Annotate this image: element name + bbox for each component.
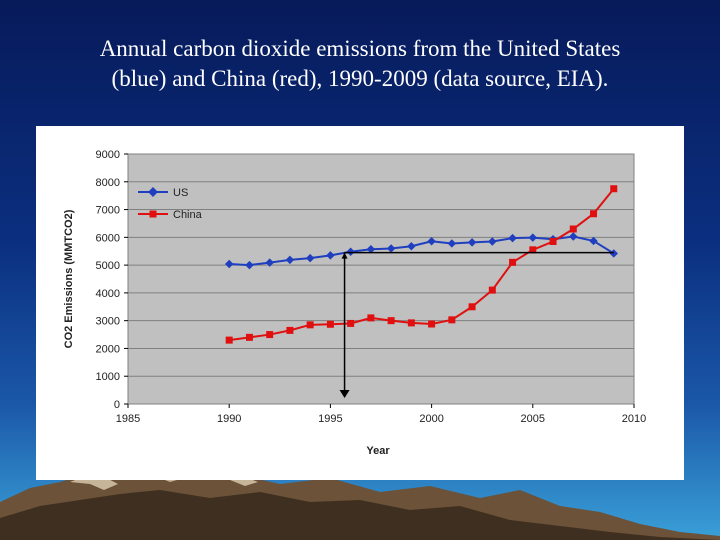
y-tick-label: 3000: [96, 316, 120, 328]
data-point-us: [245, 260, 254, 270]
data-point-us: [346, 247, 355, 257]
chart-panel: 0 1000 2000 3000 4000 5000 6000 7000 8000 9000 198…: [36, 126, 684, 480]
x-tick-label: 2005: [521, 413, 545, 425]
y-tick-label: 4000: [96, 288, 120, 300]
data-point-china: [387, 317, 395, 325]
x-tick-label: 1985: [116, 413, 140, 425]
axis-ticks: 0 1000 2000 3000 4000 5000 6000 7000 8000 9000 198…: [96, 149, 647, 425]
data-point-china: [367, 314, 375, 322]
y-tick-label: 9000: [96, 149, 120, 161]
slide-title-line-2: (blue) and China (red), 1990-2009 (data …: [111, 66, 609, 91]
data-point-us: [407, 241, 416, 251]
data-point-china: [549, 238, 557, 245]
series-layer: [224, 185, 619, 344]
x-axis-title: Year: [366, 445, 390, 457]
y-tick-label: 5000: [96, 260, 120, 272]
annotation-arrowhead: [339, 390, 350, 398]
data-point-us: [467, 238, 477, 247]
data-point-china: [347, 319, 355, 327]
x-tick-label: 1995: [318, 413, 342, 425]
y-axis-title: CO2 Emissions (MMTCO2): [63, 209, 75, 348]
y-tick-label: 2000: [96, 343, 120, 355]
annotation-arrowhead-top: [341, 252, 348, 259]
mountain-background: [0, 468, 720, 540]
data-point-china: [488, 286, 496, 294]
grid-lines: [128, 181, 634, 377]
data-point-china: [286, 326, 294, 334]
data-point-us: [447, 239, 457, 248]
data-point-china: [529, 246, 537, 254]
data-point-china: [468, 303, 476, 311]
data-point-us: [326, 251, 335, 260]
data-point-china: [326, 320, 334, 328]
data-point-us: [305, 253, 315, 263]
data-point-us: [427, 236, 436, 246]
annotation-layer: [339, 251, 614, 398]
data-point-us: [265, 258, 274, 267]
data-point-china: [407, 319, 415, 327]
data-point-china: [509, 258, 517, 266]
data-point-us: [366, 245, 376, 254]
y-tick-label: 1000: [96, 371, 120, 383]
y-tick-label: 0: [114, 399, 120, 411]
data-point-china: [225, 336, 233, 344]
data-point-china: [428, 320, 436, 328]
y-tick-label: 7000: [96, 205, 120, 217]
plot-area: [127, 153, 635, 405]
data-point-us: [224, 259, 234, 269]
legend-label-china: China: [173, 209, 203, 221]
x-tick-label: 2010: [622, 413, 646, 425]
slide-title: Annual carbon dioxide emissions from the…: [20, 34, 700, 94]
data-point-china: [569, 225, 577, 233]
y-tick-label: 8000: [96, 177, 120, 189]
data-point-china: [448, 316, 456, 324]
x-tick-label: 1990: [217, 413, 241, 425]
data-point-us: [386, 244, 396, 253]
legend: US China: [138, 187, 203, 221]
x-tick-label: 2000: [419, 413, 443, 425]
data-point-china: [266, 331, 274, 339]
legend-label-us: US: [173, 187, 188, 199]
data-point-china: [245, 333, 253, 341]
y-tick-label: 6000: [96, 232, 120, 244]
legend-marker-us: [148, 187, 158, 197]
data-point-china: [306, 321, 314, 329]
data-point-us: [488, 237, 497, 246]
data-point-china: [590, 210, 598, 218]
data-point-china: [610, 185, 618, 193]
legend-marker-china: [149, 210, 157, 218]
emissions-line-chart: 0 1000 2000 3000 4000 5000 6000 7000 8000 9000 198…: [63, 149, 647, 457]
slide-title-line-1: Annual carbon dioxide emissions from the…: [99, 36, 621, 61]
